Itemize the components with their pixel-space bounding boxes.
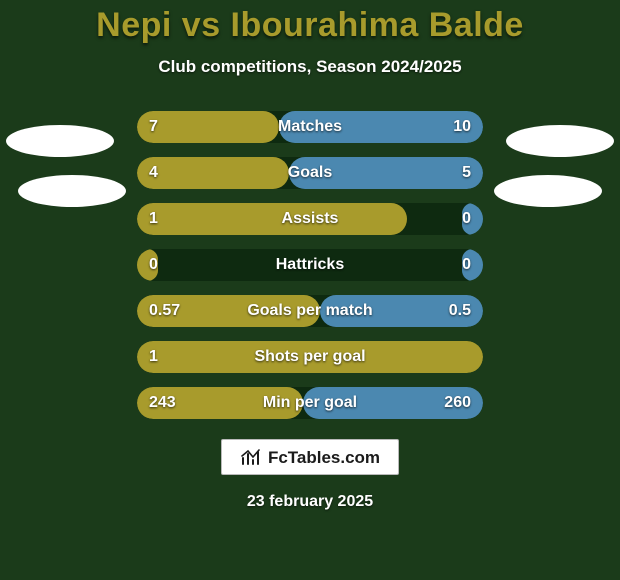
player1-badge-top (6, 125, 114, 157)
stat-row: 243260Min per goal (137, 387, 483, 419)
page-title: Nepi vs Ibourahima Balde (96, 6, 524, 45)
date-text: 23 february 2025 (247, 493, 373, 511)
stat-row: 45Goals (137, 157, 483, 189)
player1-value: 1 (149, 341, 158, 373)
player1-value: 0.57 (149, 295, 180, 327)
player2-badge-bottom (494, 175, 602, 207)
player1-value: 4 (149, 157, 158, 189)
player2-value: 0 (462, 203, 471, 235)
subtitle: Club competitions, Season 2024/2025 (158, 57, 461, 77)
stat-row: 00Hattricks (137, 249, 483, 281)
player1-value: 243 (149, 387, 176, 419)
player1-badge-bottom (18, 175, 126, 207)
player2-value: 10 (453, 111, 471, 143)
stat-row: 1Shots per goal (137, 341, 483, 373)
comparison-card: Nepi vs Ibourahima Balde Club competitio… (0, 0, 620, 580)
brand-text: FcTables.com (268, 448, 380, 468)
player2-value: 260 (444, 387, 471, 419)
player2-value: 0.5 (449, 295, 471, 327)
chart-area: 710Matches45Goals10Assists00Hattricks0.5… (0, 111, 620, 419)
player1-fill (137, 203, 407, 235)
stat-row: 710Matches (137, 111, 483, 143)
player2-badge-top (506, 125, 614, 157)
player1-value: 0 (149, 249, 158, 281)
player1-fill (137, 111, 279, 143)
player2-fill (289, 157, 483, 189)
brand-logo-icon (240, 449, 262, 467)
player2-value: 5 (462, 157, 471, 189)
stat-row: 10Assists (137, 203, 483, 235)
player1-fill (137, 341, 483, 373)
player1-value: 7 (149, 111, 158, 143)
stat-row: 0.570.5Goals per match (137, 295, 483, 327)
stat-track (137, 249, 483, 281)
brand-badge: FcTables.com (221, 439, 399, 475)
player1-value: 1 (149, 203, 158, 235)
player2-value: 0 (462, 249, 471, 281)
player1-fill (137, 157, 289, 189)
stat-rows: 710Matches45Goals10Assists00Hattricks0.5… (137, 111, 483, 419)
